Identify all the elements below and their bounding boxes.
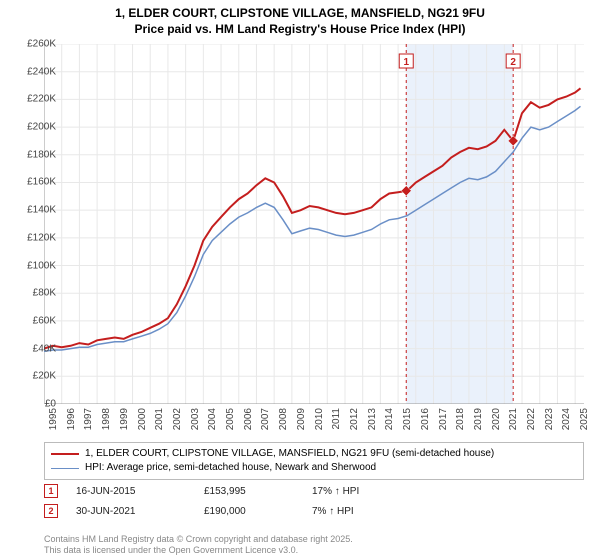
x-tick-label: 1995 (48, 408, 59, 430)
y-tick-label: £80K (16, 288, 56, 299)
y-tick-label: £160K (16, 177, 56, 188)
x-tick-label: 2015 (402, 408, 413, 430)
sale-marker-box: 1 (44, 484, 58, 498)
x-tick-label: 1998 (101, 408, 112, 430)
sale-delta: 17% ↑ HPI (312, 486, 412, 497)
x-tick-label: 2002 (172, 408, 183, 430)
y-tick-label: £240K (16, 66, 56, 77)
x-tick-label: 2009 (296, 408, 307, 430)
sales-table: 1 16-JUN-2015 £153,995 17% ↑ HPI 2 30-JUN-202… (44, 484, 584, 524)
legend-label-hpi: HPI: Average price, semi-detached house,… (85, 461, 376, 475)
y-tick-label: £220K (16, 94, 56, 105)
x-tick-label: 2022 (526, 408, 537, 430)
x-tick-label: 2001 (154, 408, 165, 430)
y-tick-label: £200K (16, 122, 56, 133)
y-tick-label: £40K (16, 343, 56, 354)
legend-label-property: 1, ELDER COURT, CLIPSTONE VILLAGE, MANSF… (85, 447, 494, 461)
y-tick-label: £260K (16, 39, 56, 50)
x-tick-label: 2017 (438, 408, 449, 430)
x-tick-label: 1997 (83, 408, 94, 430)
x-tick-label: 1996 (66, 408, 77, 430)
x-tick-label: 2008 (278, 408, 289, 430)
x-tick-label: 2020 (491, 408, 502, 430)
x-tick-label: 2023 (544, 408, 555, 430)
chart-svg: 12 (44, 44, 584, 404)
legend-row-property: 1, ELDER COURT, CLIPSTONE VILLAGE, MANSF… (51, 447, 577, 461)
x-tick-label: 2000 (137, 408, 148, 430)
x-tick-label: 2025 (579, 408, 590, 430)
svg-text:1: 1 (403, 57, 409, 68)
x-tick-label: 1999 (119, 408, 130, 430)
x-tick-label: 2007 (260, 408, 271, 430)
sale-row: 2 30-JUN-2021 £190,000 7% ↑ HPI (44, 504, 584, 518)
sale-delta: 7% ↑ HPI (312, 506, 412, 517)
legend: 1, ELDER COURT, CLIPSTONE VILLAGE, MANSF… (44, 442, 584, 480)
x-tick-label: 2021 (508, 408, 519, 430)
x-tick-label: 2012 (349, 408, 360, 430)
footer: Contains HM Land Registry data © Crown c… (44, 534, 353, 556)
title-line-2: Price paid vs. HM Land Registry's House … (0, 22, 600, 38)
sale-date: 30-JUN-2021 (76, 506, 186, 517)
x-tick-label: 2010 (314, 408, 325, 430)
x-tick-label: 2005 (225, 408, 236, 430)
x-tick-label: 2014 (384, 408, 395, 430)
x-tick-label: 2006 (243, 408, 254, 430)
chart-plot-area: 12 (44, 44, 584, 404)
sale-price: £153,995 (204, 486, 294, 497)
x-tick-label: 2024 (561, 408, 572, 430)
y-tick-label: £20K (16, 371, 56, 382)
footer-line-2: This data is licensed under the Open Gov… (44, 545, 353, 556)
sale-date: 16-JUN-2015 (76, 486, 186, 497)
x-tick-label: 2016 (420, 408, 431, 430)
x-tick-label: 2004 (207, 408, 218, 430)
x-tick-label: 2013 (367, 408, 378, 430)
y-tick-label: £100K (16, 260, 56, 271)
x-tick-label: 2018 (455, 408, 466, 430)
x-tick-label: 2011 (331, 408, 342, 430)
chart-title: 1, ELDER COURT, CLIPSTONE VILLAGE, MANSF… (0, 0, 600, 37)
legend-swatch-property (51, 453, 79, 455)
title-line-1: 1, ELDER COURT, CLIPSTONE VILLAGE, MANSF… (0, 6, 600, 22)
legend-swatch-hpi (51, 468, 79, 469)
footer-line-1: Contains HM Land Registry data © Crown c… (44, 534, 353, 545)
y-tick-label: £60K (16, 315, 56, 326)
y-tick-label: £120K (16, 232, 56, 243)
sale-price: £190,000 (204, 506, 294, 517)
y-tick-label: £140K (16, 205, 56, 216)
legend-row-hpi: HPI: Average price, semi-detached house,… (51, 461, 577, 475)
x-tick-label: 2003 (190, 408, 201, 430)
y-tick-label: £180K (16, 149, 56, 160)
x-tick-label: 2019 (473, 408, 484, 430)
sale-row: 1 16-JUN-2015 £153,995 17% ↑ HPI (44, 484, 584, 498)
sale-marker-box: 2 (44, 504, 58, 518)
svg-text:2: 2 (510, 57, 516, 68)
